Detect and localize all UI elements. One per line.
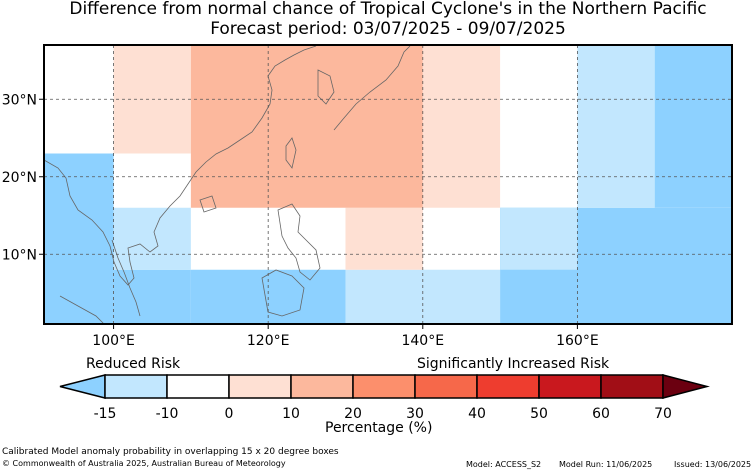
legend-tick-6: 40 (468, 406, 486, 422)
anomaly-cell-2 (190, 269, 346, 324)
legend-tick-7: 50 (530, 406, 548, 422)
coastline-philippines (277, 203, 321, 281)
legend-arrow-high (662, 374, 710, 399)
coastline-japan (333, 45, 411, 131)
legend-swatch-8 (600, 374, 664, 399)
anomaly-cell-1 (113, 269, 191, 324)
tick-label-lat-10: 10°N (2, 247, 37, 263)
legend-tick-9: 70 (654, 406, 672, 422)
tick-label-lon-120: 120°E (247, 333, 290, 349)
legend-swatch-5 (414, 374, 478, 399)
tick-label-lon-140: 140°E (401, 333, 444, 349)
legend-swatch-6 (476, 374, 540, 399)
anomaly-cell-10 (422, 45, 501, 208)
legend-tick-0: -15 (94, 406, 117, 422)
legend-tick-1: -10 (156, 406, 179, 422)
legend-swatch-7 (538, 374, 602, 399)
legend-swatch-4 (352, 374, 416, 399)
anomaly-cell-11 (577, 45, 655, 208)
axis-tick-labels: 100°E 120°E 140°E 160°E 10°N 20°N 30°N (2, 92, 599, 349)
legend-axis-label: Percentage (%) (325, 420, 433, 436)
footer-model: Model: ACCESS_S2 (466, 460, 542, 469)
tick-label-lat-20: 20°N (2, 170, 37, 186)
coastline-asia-mainland (43, 45, 317, 286)
anomaly-cell-12 (654, 45, 732, 208)
legend-tick-4: 20 (344, 406, 362, 422)
tick-label-lon-100: 100°E (92, 333, 135, 349)
footer-model-run: Model Run: 11/06/2025 (559, 460, 653, 469)
anomaly-cells (44, 45, 732, 324)
legend-tick-5: 30 (406, 406, 424, 422)
legend-swatch-2 (228, 374, 292, 399)
footer-note: Calibrated Model anomaly probability in … (2, 447, 339, 457)
legend-swatch-3 (290, 374, 354, 399)
anomaly-cell-9 (190, 45, 423, 208)
footer-issued: Issued: 13/06/2025 (674, 460, 752, 469)
coastline-borneo (261, 269, 305, 317)
coastlines (43, 45, 411, 325)
coastline-korea (317, 69, 335, 105)
tick-label-lon-160: 160°E (556, 333, 599, 349)
map-subtitle: Forecast period: 03/07/2025 - 09/07/2025 (210, 19, 566, 39)
legend-swatch-1 (166, 374, 230, 399)
coastline-hainan (199, 195, 217, 213)
legend-tick-8: 60 (592, 406, 610, 422)
gridlines (44, 45, 732, 324)
legend-arrow-low (59, 374, 106, 399)
coastline-taiwan (285, 137, 297, 169)
legend-reduced-label: Reduced Risk (86, 356, 181, 372)
coastline-sumatra (59, 295, 105, 325)
legend-tick-2: 0 (225, 406, 234, 422)
legend-swatch-0 (104, 374, 168, 399)
anomaly-cell-0 (44, 153, 114, 324)
legend-increased-label: Significantly Increased Risk (417, 356, 610, 372)
map-frame (43, 44, 733, 325)
anomaly-cell-5 (500, 207, 578, 270)
anomaly-cell-3 (345, 269, 501, 324)
anomaly-cell-7 (345, 207, 423, 270)
legend-tick-3: 10 (282, 406, 300, 422)
coastline-malay-peninsula (111, 239, 141, 317)
tick-label-lat-30: 30°N (2, 92, 37, 108)
legend-colorbar: -15 -10 0 10 20 30 40 50 60 70 (59, 374, 710, 422)
footer-copyright: © Commonwealth of Australia 2025, Austra… (2, 459, 286, 468)
map-title: Difference from normal chance of Tropica… (69, 0, 707, 19)
anomaly-cell-6 (113, 207, 191, 270)
